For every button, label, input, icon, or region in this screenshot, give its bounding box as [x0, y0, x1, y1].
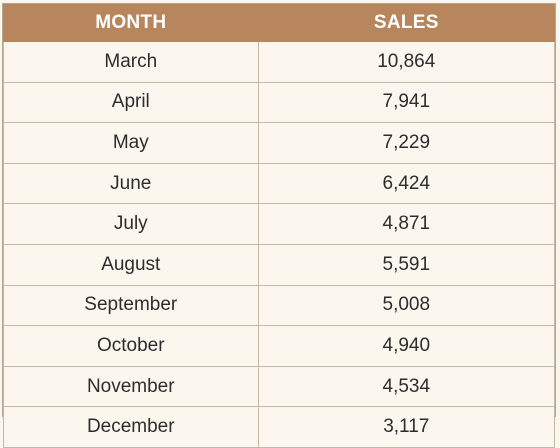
sales-cell: 5,008	[257, 284, 556, 327]
month-cell: November	[3, 365, 259, 408]
table-row: April 7,941	[3, 81, 556, 124]
month-cell: September	[3, 284, 259, 327]
table-row: March 10,864	[3, 41, 556, 83]
sales-cell: 6,424	[257, 162, 556, 205]
sales-cell: 5,591	[257, 243, 556, 286]
sales-cell: 10,864	[257, 41, 556, 83]
table-row: October 4,940	[3, 325, 556, 367]
month-cell: October	[3, 325, 259, 367]
month-cell: December	[3, 406, 259, 448]
sales-cell: 7,229	[257, 122, 556, 164]
month-cell: June	[3, 162, 259, 205]
month-cell: July	[3, 203, 259, 245]
table-row: September 5,008	[3, 284, 556, 327]
sales-cell: 4,940	[257, 325, 556, 367]
month-cell: April	[3, 81, 259, 124]
table-row: June 6,424	[3, 162, 556, 205]
table-row: December 3,117	[3, 406, 556, 448]
sales-table-container: MONTH SALES March 10,864 April 7,941 May 7,22…	[2, 3, 556, 448]
month-cell: May	[3, 122, 259, 164]
sales-cell: 7,941	[257, 81, 556, 124]
month-cell: March	[3, 41, 259, 83]
table-row: August 5,591	[3, 243, 556, 286]
sales-table: MONTH SALES March 10,864 April 7,941 May 7,22…	[3, 4, 556, 448]
sales-cell: 4,534	[257, 365, 556, 408]
table-row: November 4,534	[3, 365, 556, 408]
table-header-row: MONTH SALES	[3, 4, 556, 42]
month-column-header: MONTH	[3, 4, 259, 42]
table-body: March 10,864 April 7,941 May 7,229 June 6,424 Ju…	[3, 41, 556, 448]
month-cell: August	[3, 243, 259, 286]
sales-column-header: SALES	[257, 4, 556, 42]
table-row: July 4,871	[3, 203, 556, 245]
sales-cell: 3,117	[257, 406, 556, 448]
table-row: May 7,229	[3, 122, 556, 164]
sales-cell: 4,871	[257, 203, 556, 245]
